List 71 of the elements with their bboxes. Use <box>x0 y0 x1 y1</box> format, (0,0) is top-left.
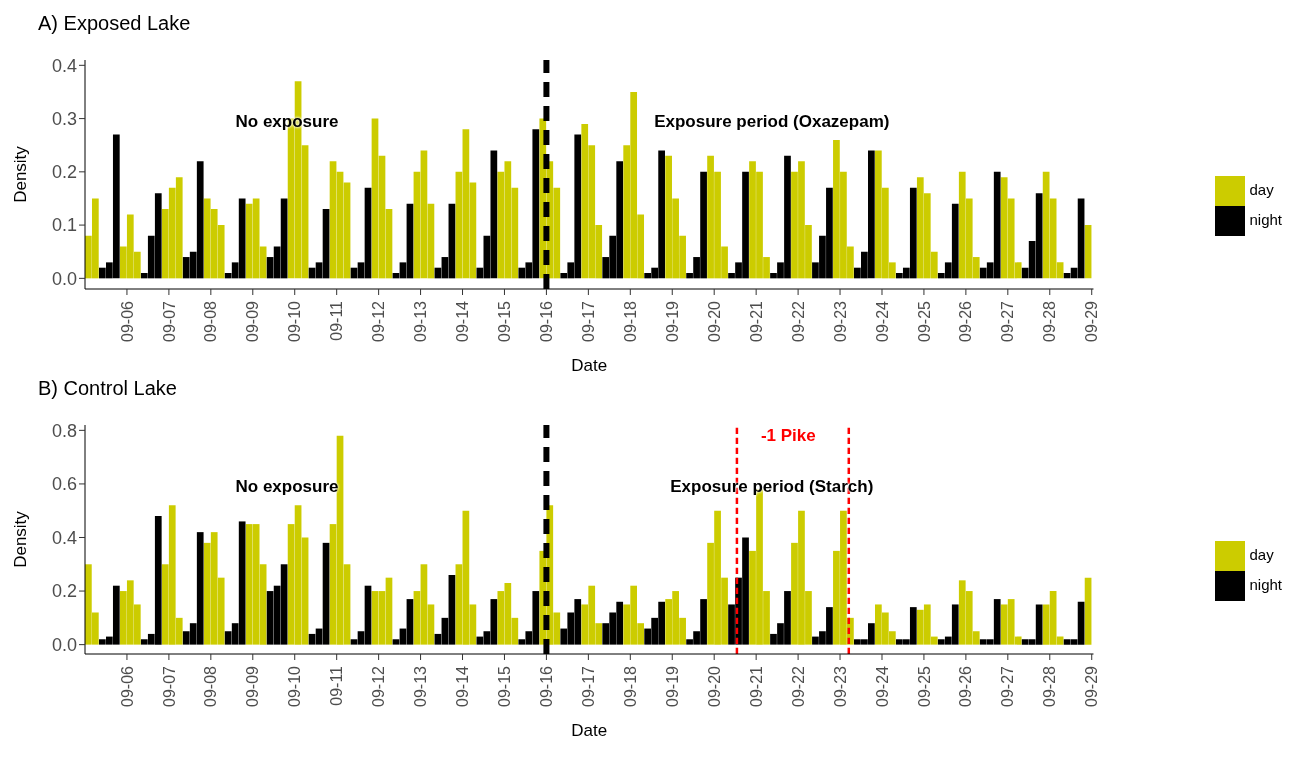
x-tick-label: 09-10 <box>286 665 304 707</box>
x-tick-label: 09-29 <box>1083 300 1101 342</box>
y-tick-label: 0.2 <box>51 162 77 183</box>
legend-label: day <box>1249 545 1274 563</box>
x-tick-label: 09-08 <box>202 300 220 342</box>
y-tick-label: 0.3 <box>51 108 77 129</box>
x-tick-label: 09-06 <box>118 665 136 707</box>
legend-label: night <box>1249 210 1282 228</box>
x-tick-label: 09-15 <box>496 665 514 707</box>
x-tick-label: 09-22 <box>789 665 807 707</box>
x-tick-label: 09-13 <box>412 665 430 707</box>
x-tick-label: 09-11 <box>328 300 346 341</box>
x-tick-label: 09-07 <box>160 665 178 707</box>
y-tick-label: 0.2 <box>51 581 77 602</box>
x-tick-label: 09-09 <box>244 665 262 707</box>
legend-label: night <box>1249 575 1282 593</box>
x-tick-label: 09-21 <box>747 665 765 707</box>
y-axis-title: Density <box>11 510 31 568</box>
legend-label: day <box>1249 180 1274 198</box>
x-tick-label: 09-19 <box>663 665 681 707</box>
x-tick-label: 09-20 <box>705 300 723 342</box>
x-tick-label: 09-15 <box>496 300 514 342</box>
y-tick-label: 0.0 <box>51 268 77 289</box>
x-tick-label: 09-17 <box>579 665 597 707</box>
x-tick-label: 09-21 <box>747 300 765 342</box>
chart-title: B) Control Lake <box>38 377 177 399</box>
x-tick-label: 09-19 <box>663 300 681 342</box>
y-tick-label: 0.4 <box>51 527 77 548</box>
x-tick-label: 09-18 <box>621 300 639 342</box>
annotation: Exposure period (Starch) <box>670 476 874 497</box>
x-tick-label: 09-24 <box>873 300 891 342</box>
annotation: Exposure period (Oxazepam) <box>654 111 890 132</box>
chart-title: A) Exposed Lake <box>37 11 192 36</box>
x-tick-label: 09-26 <box>957 665 975 707</box>
x-axis-title: Date <box>571 721 608 740</box>
x-tick-label: 09-20 <box>705 665 723 707</box>
x-tick-label: 09-25 <box>915 300 933 342</box>
x-tick-label: 09-12 <box>370 665 388 707</box>
x-tick-label: 09-17 <box>579 300 597 342</box>
x-tick-label: 09-25 <box>915 665 933 707</box>
x-tick-label: 09-14 <box>454 665 472 707</box>
x-tick-label: 09-26 <box>957 300 975 342</box>
x-tick-label: 09-23 <box>831 665 849 707</box>
x-tick-label: 09-16 <box>538 300 556 342</box>
y-tick-label: 0.4 <box>51 55 77 76</box>
y-tick-label: 0.6 <box>51 474 77 495</box>
x-tick-label: 09-07 <box>160 300 178 342</box>
x-tick-label: 09-18 <box>621 665 639 707</box>
x-tick-label: 09-06 <box>118 300 136 342</box>
x-tick-label: 09-10 <box>286 300 304 342</box>
x-tick-label: 09-27 <box>999 300 1017 342</box>
x-tick-label: 09-14 <box>454 300 472 342</box>
y-axis-title: Density <box>11 145 31 203</box>
y-tick-label: 0.0 <box>51 635 77 656</box>
x-tick-label: 09-28 <box>1041 665 1059 707</box>
x-tick-label: 09-24 <box>873 665 891 707</box>
x-tick-label: 09-28 <box>1041 300 1059 342</box>
x-tick-label: 09-08 <box>202 665 220 707</box>
x-tick-label: 09-23 <box>831 300 849 342</box>
x-tick-label: 09-16 <box>538 665 556 707</box>
x-tick-label: 09-13 <box>412 300 430 342</box>
x-tick-label: 09-12 <box>370 300 388 342</box>
x-tick-label: 09-09 <box>244 300 262 342</box>
x-tick-label: 09-22 <box>789 300 807 342</box>
x-tick-label: 09-29 <box>1083 665 1101 707</box>
x-tick-label: 09-27 <box>999 665 1017 707</box>
x-tick-label: 09-11 <box>328 665 346 706</box>
ref-line-label: -1 Pike <box>760 426 816 445</box>
y-tick-label: 0.1 <box>51 215 77 236</box>
x-axis-title: Date <box>571 356 608 375</box>
y-tick-label: 0.8 <box>51 420 77 441</box>
